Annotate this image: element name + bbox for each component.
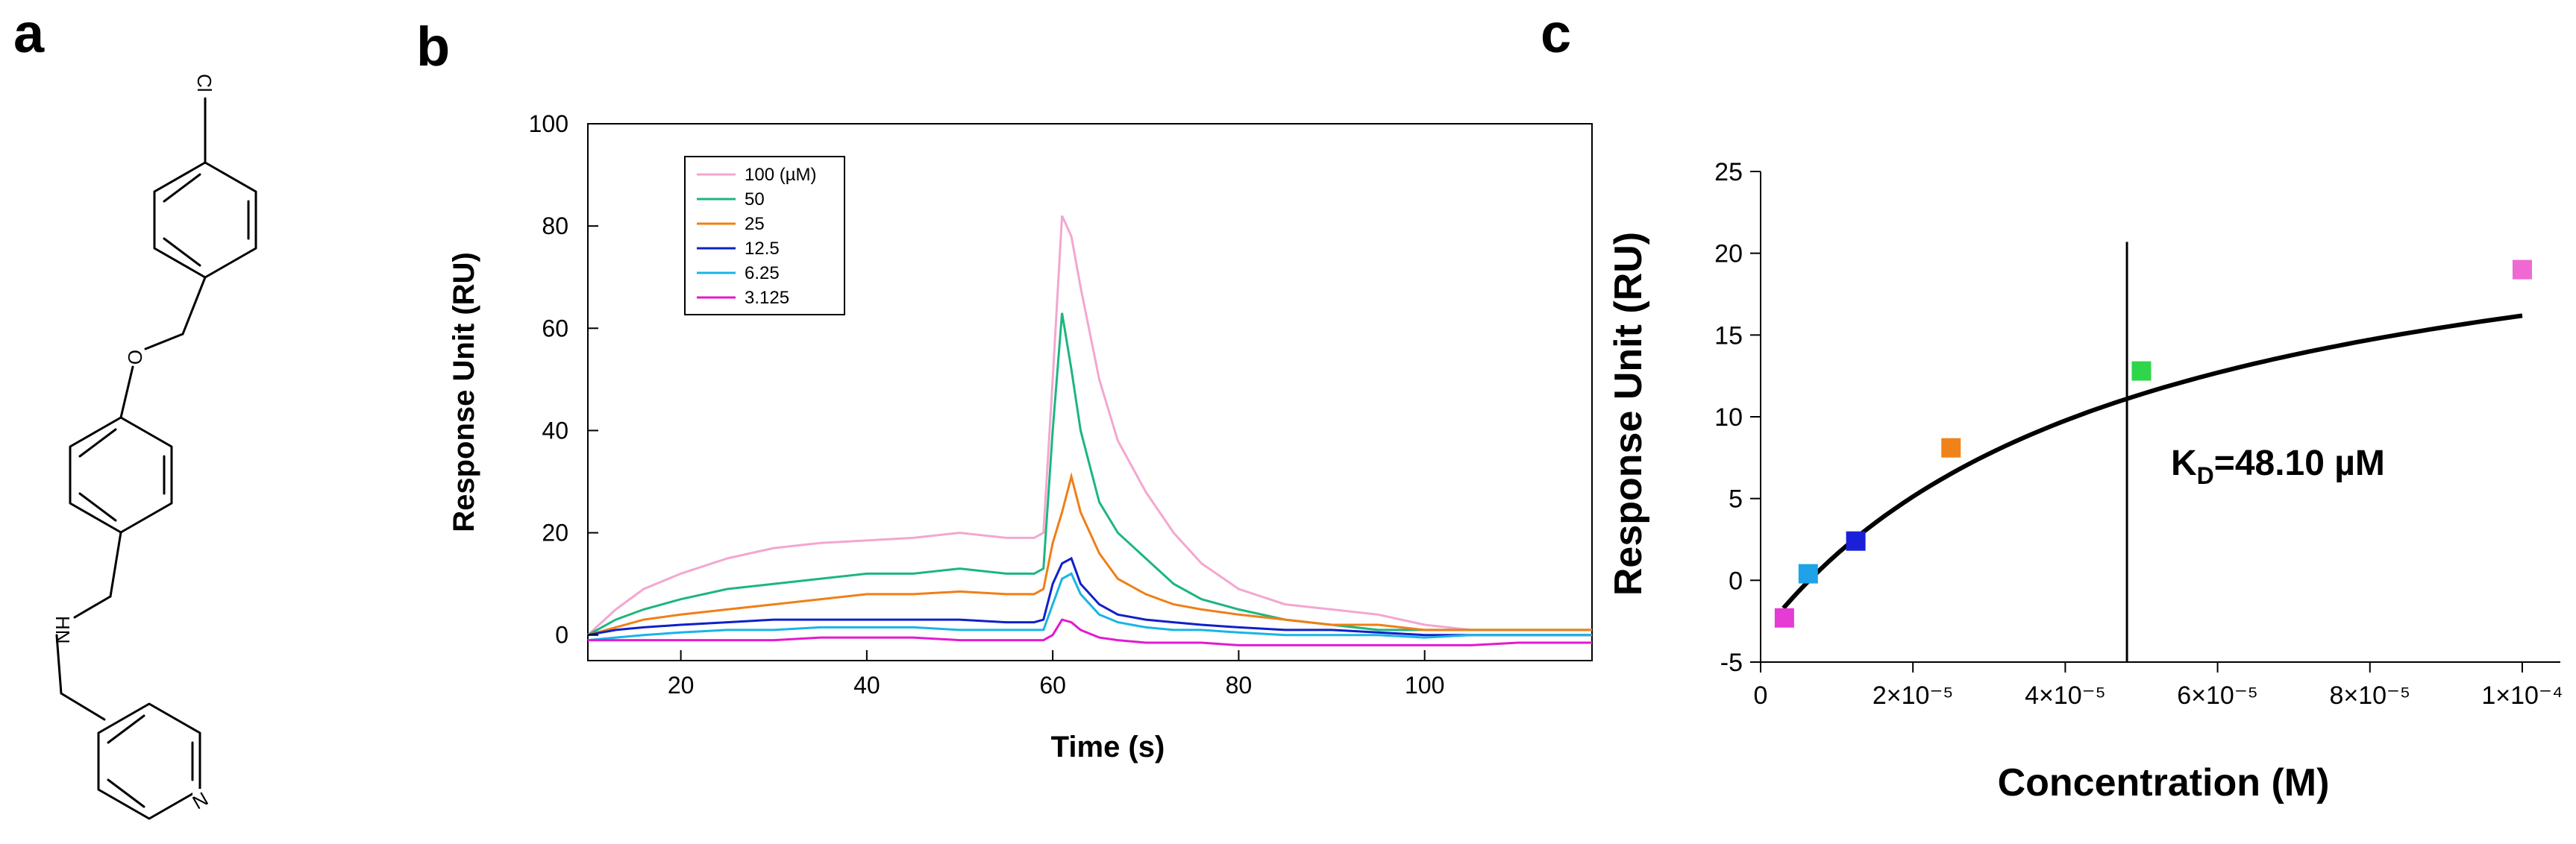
series-group-b bbox=[586, 215, 1592, 646]
x-tick-label-b-3: 80 bbox=[1226, 672, 1253, 699]
series-line-4 bbox=[587, 572, 1592, 642]
series-line-1 bbox=[587, 312, 1592, 637]
y-tick-label-b-3: 60 bbox=[542, 315, 568, 341]
x-axis-title-c: Concentration (M) bbox=[1998, 761, 2330, 804]
y-tick-label-c-0: -5 bbox=[1720, 649, 1743, 677]
y-tick-label-c-1: 0 bbox=[1729, 567, 1743, 595]
panel-label-b: b bbox=[416, 16, 450, 78]
x-tick-label-c-0: 0 bbox=[1754, 681, 1768, 710]
y-axis-title-c: Response Unit (RU) bbox=[1607, 232, 1650, 596]
legend-label-3: 12.5 bbox=[745, 239, 780, 259]
legend-b: 100 (µM) 50 25 12.5 6.25 3.125 bbox=[684, 156, 845, 315]
sensorgram-chart: 20 40 60 80 100 0 20 40 60 80 100 Time (s) Respon… bbox=[448, 110, 1593, 763]
y-tick-label-c-3: 10 bbox=[1714, 403, 1743, 432]
data-point-1 bbox=[1798, 564, 1818, 584]
series-line-5 bbox=[588, 618, 1592, 646]
y-tick-label-c-4: 15 bbox=[1714, 321, 1743, 350]
y-tick-label-b-1: 20 bbox=[542, 520, 568, 547]
plot-area-b bbox=[587, 123, 1593, 661]
y-axis-c: -5 0 5 10 15 20 25 bbox=[1714, 158, 1761, 677]
x-axis-b: 20 40 60 80 100 bbox=[668, 650, 1444, 699]
x-tick-label-c-1: 2×10⁻⁵ bbox=[1873, 681, 1954, 710]
x-tick-label-b-1: 40 bbox=[853, 672, 880, 699]
legend-label-0: 100 (µM) bbox=[745, 165, 817, 185]
y-tick-label-b-0: 0 bbox=[555, 622, 568, 649]
kd-subscript: D bbox=[2197, 462, 2214, 489]
legend-label-4: 6.25 bbox=[745, 263, 780, 283]
y-tick-label-c-2: 5 bbox=[1729, 485, 1743, 514]
x-tick-label-b-0: 20 bbox=[668, 672, 695, 699]
fit-curve bbox=[1781, 313, 2523, 610]
series-line-3 bbox=[587, 556, 1592, 637]
legend-label-1: 50 bbox=[745, 189, 765, 210]
kd-annotation: KD=48.10 µM bbox=[2171, 444, 2385, 489]
data-point-5 bbox=[2512, 259, 2532, 280]
x-tick-label-c-2: 4×10⁻⁵ bbox=[2025, 681, 2106, 710]
x-axis-c: 0 2×10⁻⁵ 4×10⁻⁵ 6×10⁻⁵ 8×10⁻⁵ 1×10⁻⁴ bbox=[1754, 662, 2563, 710]
y-tick-label-b-4: 80 bbox=[542, 212, 568, 239]
y-tick-label-c-5: 20 bbox=[1714, 240, 1743, 268]
series-line-0 bbox=[586, 215, 1592, 636]
atom-chlorine: Cl bbox=[193, 74, 216, 92]
panel-label-a: a bbox=[13, 2, 45, 64]
data-point-2 bbox=[1846, 531, 1866, 551]
affinity-chart: 0 2×10⁻⁵ 4×10⁻⁵ 6×10⁻⁵ 8×10⁻⁵ 1×10⁻⁴ -5 0 5 10 15… bbox=[1607, 158, 2563, 804]
chemical-structure bbox=[55, 97, 257, 820]
ring-phenoxy bbox=[69, 416, 173, 534]
series-line-2 bbox=[587, 472, 1592, 637]
legend-label-2: 25 bbox=[745, 214, 765, 234]
atom-oxygen: O bbox=[124, 350, 146, 365]
atom-amine: HN bbox=[51, 616, 74, 644]
legend-label-5: 3.125 bbox=[745, 288, 789, 308]
panel-label-c: c bbox=[1541, 2, 1571, 64]
data-point-4 bbox=[2131, 361, 2152, 381]
data-points-c bbox=[1774, 259, 2532, 628]
y-tick-label-c-6: 25 bbox=[1714, 158, 1743, 186]
y-axis-title-b: Response Unit (RU) bbox=[448, 252, 480, 532]
kd-prefix: K bbox=[2171, 444, 2197, 483]
x-tick-label-b-2: 60 bbox=[1039, 672, 1066, 699]
data-point-3 bbox=[1941, 438, 1961, 458]
y-axis-b: 0 20 40 60 80 100 bbox=[529, 110, 598, 649]
y-tick-label-b-5: 100 bbox=[529, 110, 568, 137]
x-axis-title-b: Time (s) bbox=[1051, 731, 1165, 763]
x-tick-label-c-3: 6×10⁻⁵ bbox=[2177, 681, 2258, 710]
x-tick-label-b-4: 100 bbox=[1405, 672, 1444, 699]
kd-value: =48.10 µM bbox=[2214, 444, 2385, 483]
ring-pyridine bbox=[97, 702, 201, 820]
legend-box bbox=[684, 156, 845, 315]
x-tick-label-c-5: 1×10⁻⁴ bbox=[2481, 681, 2563, 710]
y-tick-label-b-2: 40 bbox=[542, 417, 568, 444]
x-tick-label-c-4: 8×10⁻⁵ bbox=[2329, 681, 2410, 710]
ring-chlorophenyl bbox=[153, 161, 257, 279]
data-point-0 bbox=[1774, 608, 1794, 628]
